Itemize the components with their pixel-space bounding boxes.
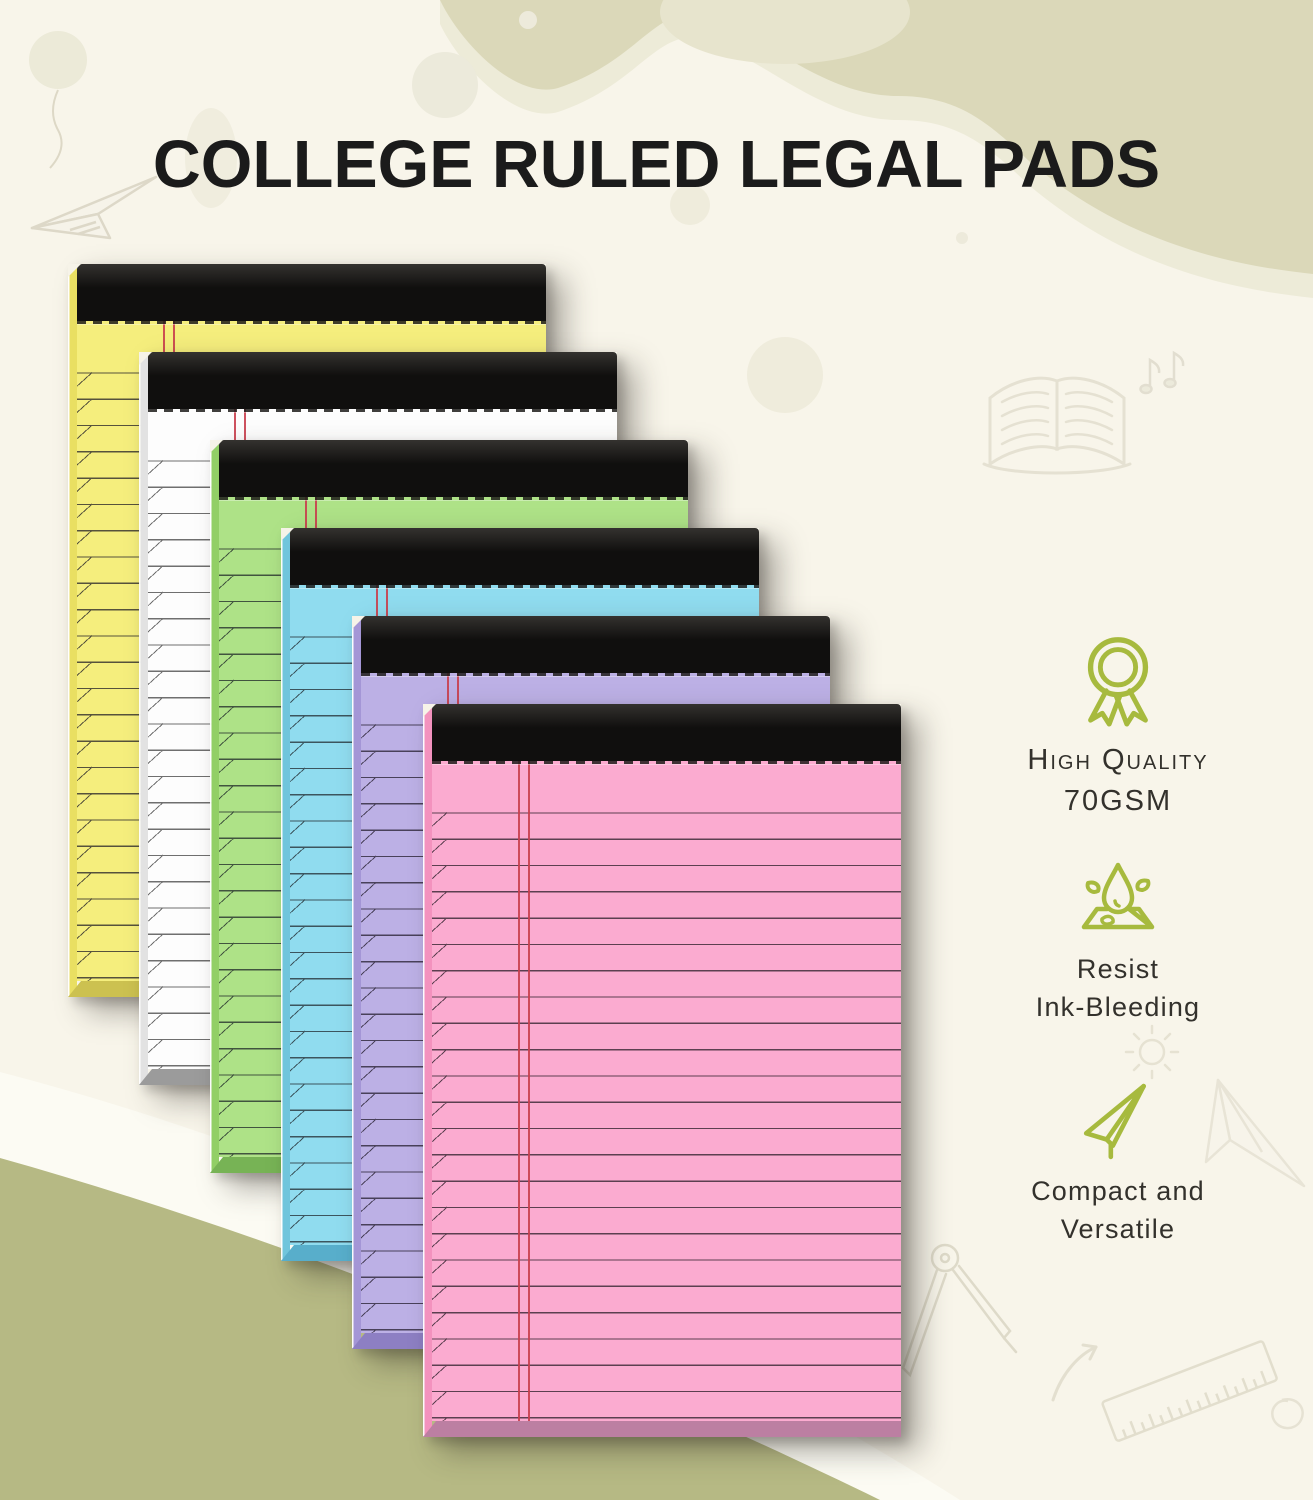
spiral-doodle-icon (1271, 1397, 1304, 1430)
pad-binding (219, 440, 688, 497)
award-medal-icon (1087, 637, 1149, 727)
pad-perforation (77, 321, 546, 324)
pad-binding (148, 352, 617, 409)
sun-doodle-icon (1124, 1024, 1180, 1080)
pad-binding (432, 704, 901, 761)
page-title: COLLEGE RULED LEGAL PADS (152, 126, 1161, 202)
pad-binding (77, 264, 546, 321)
balloon-doodle-icon (29, 31, 87, 169)
pad-binding (361, 616, 830, 673)
pad-binding (290, 528, 759, 585)
feature-line-2: Ink-Bleeding (1035, 992, 1201, 1023)
pad-paper (432, 761, 901, 1421)
pale-blob (747, 337, 823, 413)
feature-line-1: High Quality (1027, 744, 1209, 776)
feature-line-1: Compact and (1031, 1176, 1205, 1206)
pad-perforation (432, 761, 901, 764)
feature-line-2: Versatile (1060, 1214, 1176, 1245)
pale-blob (185, 108, 237, 208)
water-drop-icon (1081, 862, 1155, 930)
ruler-doodle-icon (1101, 1340, 1278, 1442)
feature-line-2: 70GSM (1063, 785, 1173, 818)
feature-compact-versatile: Compact and Versatile (1008, 1080, 1228, 1249)
pad-perforation (148, 409, 617, 412)
pad-side-edge (352, 616, 361, 1349)
pad-side-edge (139, 352, 148, 1085)
curved-arrow-doodle-icon (1051, 1343, 1098, 1402)
pad-perforation (219, 497, 688, 500)
open-book-doodle-icon (982, 376, 1132, 475)
wave-inner-blob (660, 0, 910, 64)
paper-plane-doodle-icon (1204, 1078, 1306, 1188)
pale-blob (670, 185, 710, 225)
pad-sheet-edges (219, 537, 234, 1157)
pale-blob (956, 232, 968, 244)
top-wave-shape (440, 0, 1313, 274)
feature-high-quality: High Quality 70GSM (1008, 630, 1228, 822)
pad-sheet-edges (148, 449, 163, 1069)
pad-bottom-edge (423, 1421, 901, 1437)
pad-margin-line (518, 761, 530, 1421)
pad-side-edge (210, 440, 219, 1173)
music-notes-doodle-icon (1139, 350, 1185, 395)
feature-line-1: Resist (1076, 954, 1160, 984)
legal-pad-pink (423, 704, 901, 1437)
pale-blob (412, 52, 478, 118)
pad-sheet-edges (290, 625, 305, 1245)
pale-blob (519, 11, 537, 29)
pad-side-edge (423, 704, 432, 1437)
pad-side-edge (281, 528, 290, 1261)
feature-resist-ink: Resist Ink-Bleeding (1008, 856, 1228, 1027)
paper-plane-doodle-icon (30, 175, 158, 240)
pad-sheet-edges (361, 713, 376, 1333)
drafting-compass-doodle-icon (901, 1243, 1018, 1378)
pad-sheet-edges (432, 801, 447, 1421)
pad-side-edge (68, 264, 77, 997)
paper-plane-icon (1083, 1083, 1146, 1160)
pad-perforation (290, 585, 759, 588)
pad-sheet-edges (77, 361, 92, 981)
pad-perforation (361, 673, 830, 676)
